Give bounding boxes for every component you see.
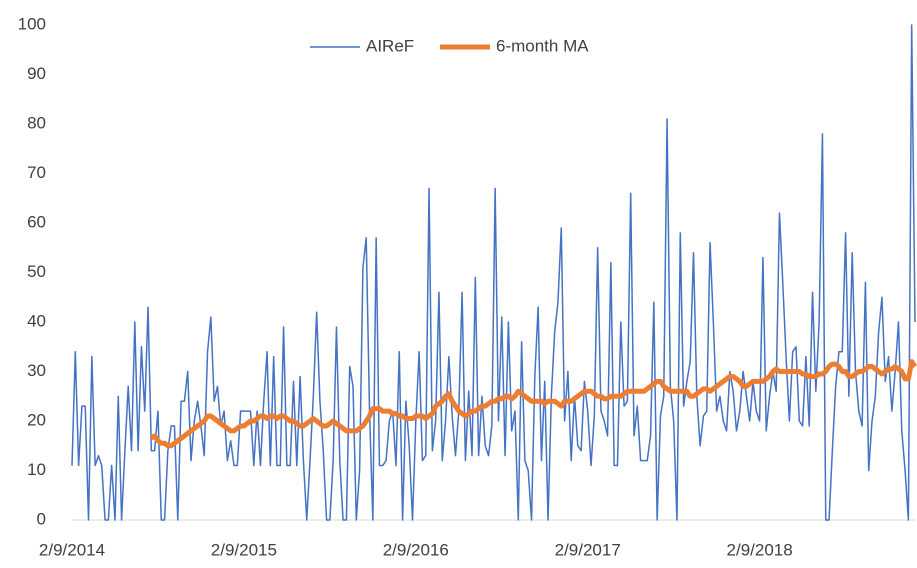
- x-tick-label: 2/9/2017: [555, 540, 621, 559]
- x-tick-label: 2/9/2015: [211, 540, 277, 559]
- y-tick-label: 20: [27, 410, 46, 429]
- x-tick-label: 2/9/2018: [727, 540, 793, 559]
- y-tick-label: 40: [27, 311, 46, 330]
- y-tick-label: 100: [18, 14, 46, 33]
- y-tick-label: 0: [37, 509, 46, 528]
- y-tick-label: 60: [27, 212, 46, 231]
- y-tick-label: 90: [27, 64, 46, 83]
- x-tick-label: 2/9/2016: [383, 540, 449, 559]
- series-line: [149, 359, 917, 449]
- y-tick-label: 70: [27, 163, 46, 182]
- series-line: [71, 24, 916, 521]
- legend-label: 6-month MA: [496, 36, 589, 55]
- y-tick-label: 80: [27, 113, 46, 132]
- x-tick-label: 2/9/2014: [39, 540, 105, 559]
- y-tick-label: 50: [27, 262, 46, 281]
- y-tick-label: 30: [27, 361, 46, 380]
- y-tick-label: 10: [27, 460, 46, 479]
- legend-label: AIReF: [366, 36, 414, 55]
